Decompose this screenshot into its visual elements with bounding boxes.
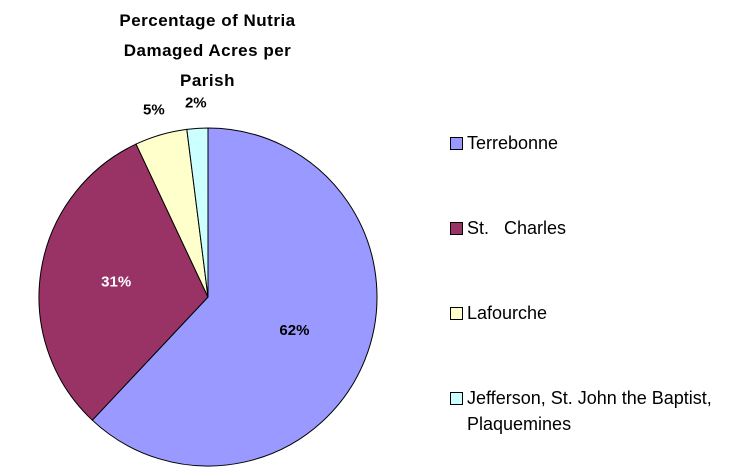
legend-swatch <box>450 222 463 235</box>
pie-slice <box>38 143 209 421</box>
legend-label: Terrebonne <box>467 133 559 153</box>
legend: Terrebonne St. Charles Lafourche Jefferson,… <box>450 130 731 470</box>
data-label: 62% <box>279 322 309 339</box>
data-label: 5% <box>143 102 165 119</box>
pie-slice <box>91 127 378 467</box>
legend-item: Lafourche <box>450 300 731 385</box>
legend-item: Jefferson, St. John the Baptist, Plaquem… <box>450 385 731 470</box>
legend-label: St. Charles <box>467 218 567 238</box>
chart-title: Percentage of Nutria Damaged Acres per P… <box>119 11 296 90</box>
pie-slice <box>186 127 209 298</box>
data-label: 31% <box>101 273 131 290</box>
legend-swatch <box>450 392 463 405</box>
legend-item: St. Charles <box>450 215 731 300</box>
legend-item: Terrebonne <box>450 130 731 215</box>
legend-swatch <box>450 307 463 320</box>
data-label: 2% <box>185 94 207 111</box>
legend-label: Jefferson, St. John the Baptist, Plaquem… <box>467 388 717 434</box>
legend-label: Lafourche <box>467 303 548 323</box>
legend-swatch <box>450 137 463 150</box>
